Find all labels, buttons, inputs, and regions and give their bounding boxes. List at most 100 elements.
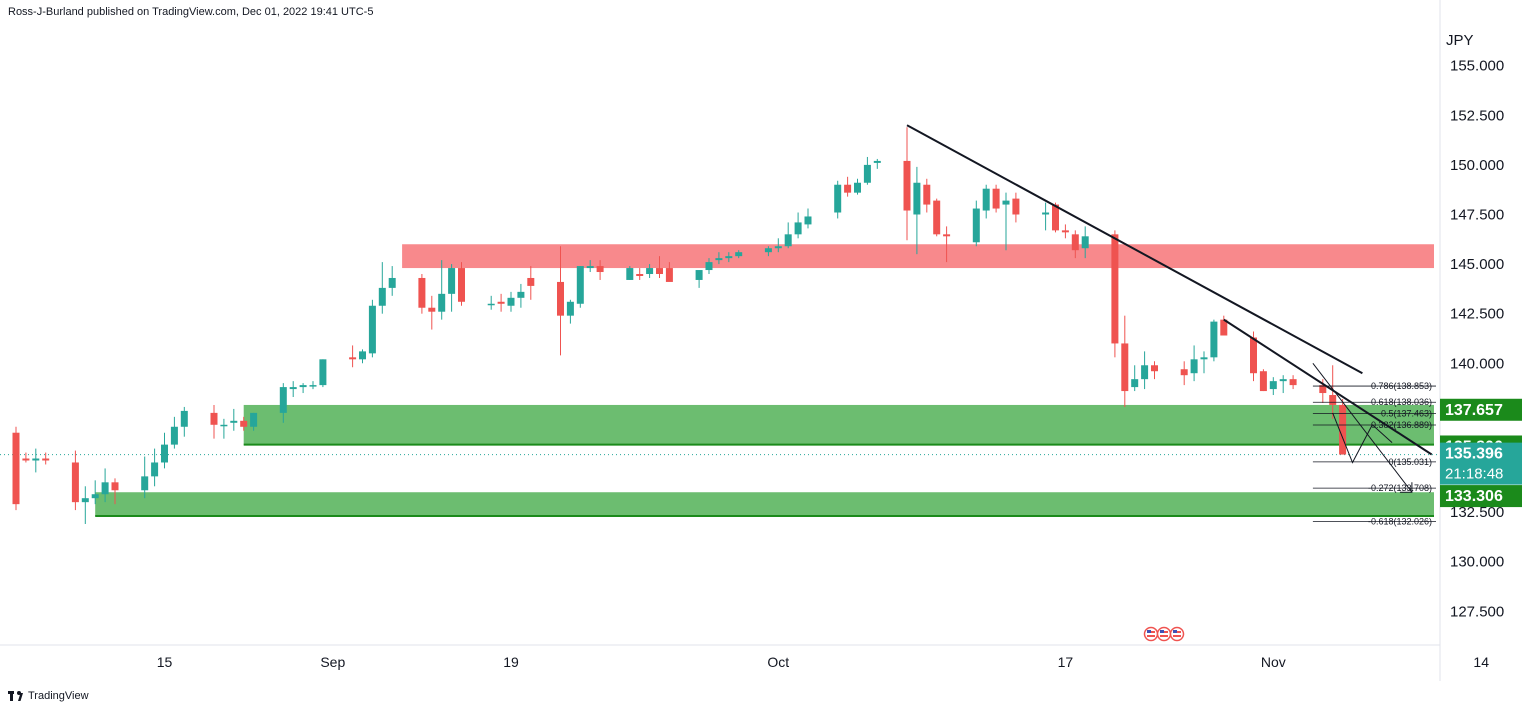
currency-label: JPY	[1446, 32, 1474, 49]
candle	[972, 200, 980, 247]
candle	[992, 184, 1000, 213]
candle	[705, 258, 713, 275]
candle	[210, 404, 218, 439]
candle	[695, 270, 703, 288]
price-tick-label: 155.000	[1450, 58, 1504, 75]
price-label-text: 133.306	[1445, 488, 1503, 505]
candle-body	[794, 222, 802, 235]
candle-body	[972, 208, 980, 243]
flag-stripe	[1160, 635, 1168, 637]
candle	[1141, 351, 1149, 390]
candle-body	[289, 387, 297, 390]
candle	[151, 448, 159, 487]
candle-body	[913, 182, 921, 215]
candle	[735, 250, 743, 259]
candle-body	[1081, 236, 1089, 249]
candle	[32, 448, 40, 473]
candle	[725, 252, 733, 263]
candle-body	[151, 462, 159, 477]
candle	[141, 456, 149, 499]
candle	[1200, 351, 1208, 374]
candle-body	[180, 410, 188, 427]
price-tick-label: 130.000	[1450, 554, 1504, 571]
candle-body	[1329, 395, 1337, 405]
candle	[576, 266, 584, 308]
tradingview-logo-icon	[8, 691, 24, 701]
candle-body	[1012, 198, 1020, 215]
candle	[279, 383, 287, 423]
candle-body	[596, 266, 604, 273]
candle	[349, 345, 357, 368]
candle	[1151, 361, 1158, 380]
candle	[774, 238, 782, 253]
candle	[665, 262, 673, 282]
candle	[71, 450, 79, 511]
us-flag-event-icon[interactable]	[1156, 626, 1172, 642]
candle-body	[566, 301, 574, 316]
candle	[1111, 230, 1119, 358]
candle	[586, 260, 594, 273]
candle-body	[497, 301, 505, 304]
tradingview-footer[interactable]: TradingView	[8, 690, 89, 702]
candle-body	[448, 268, 456, 294]
candle	[230, 408, 238, 431]
candle-body	[557, 281, 564, 316]
time-tick-label: 15	[157, 654, 173, 670]
candle-body	[576, 266, 584, 304]
candle	[1042, 202, 1050, 231]
candle	[101, 468, 109, 503]
zone-support-lower	[95, 492, 1435, 517]
us-flag-event-icon[interactable]	[1169, 626, 1185, 642]
projection-arrowhead	[1399, 482, 1413, 493]
candle-body	[161, 444, 168, 463]
candle-body	[834, 184, 842, 213]
publisher-info: Ross-J-Burland published on TradingView.…	[8, 6, 374, 18]
candle	[646, 264, 654, 278]
candle	[527, 266, 535, 300]
candle	[309, 381, 317, 390]
candle-body	[1121, 343, 1129, 392]
candle-body	[992, 188, 1000, 209]
candle-body	[349, 357, 357, 360]
candle	[81, 486, 89, 524]
fib-level-label: 0(135.031)	[1388, 457, 1432, 467]
flag-canton	[1147, 630, 1151, 633]
candle	[1339, 398, 1347, 455]
candle	[91, 480, 99, 505]
time-tick-label: 17	[1058, 654, 1074, 670]
candle	[507, 291, 515, 312]
price-tick-label: 150.000	[1450, 157, 1504, 174]
candle-body	[923, 184, 931, 205]
price-label-box	[1440, 442, 1522, 485]
fib-level-label: -0.272(133.708)	[1368, 483, 1432, 493]
candle	[943, 226, 951, 263]
price-label-text: 137.657	[1445, 402, 1503, 419]
candle-body	[1279, 379, 1287, 382]
candle-body	[1002, 200, 1010, 205]
price-tick-label: 127.500	[1450, 603, 1504, 620]
trendline-projection-zigzag	[1332, 412, 1393, 464]
candle-body	[943, 234, 951, 237]
candle-body	[1339, 404, 1347, 455]
candle	[933, 198, 941, 237]
candle-body	[586, 266, 594, 269]
candle-body	[240, 420, 248, 427]
candle-body	[220, 424, 228, 427]
candle	[1190, 345, 1198, 382]
us-flag-event-icon[interactable]	[1143, 626, 1159, 642]
zone-support-upper	[243, 404, 1435, 445]
candle	[1002, 192, 1010, 251]
candle	[240, 416, 248, 431]
candle	[418, 274, 426, 314]
candle-body	[309, 385, 317, 387]
candle-body	[1131, 379, 1139, 388]
candle-body	[230, 420, 238, 423]
candle	[497, 293, 505, 312]
price-label-box	[1440, 398, 1522, 421]
candle-body	[705, 262, 713, 271]
candle-body	[32, 458, 40, 461]
tradingview-brand: TradingView	[28, 690, 89, 702]
candle-body	[774, 246, 782, 249]
candle-body	[1111, 234, 1119, 344]
